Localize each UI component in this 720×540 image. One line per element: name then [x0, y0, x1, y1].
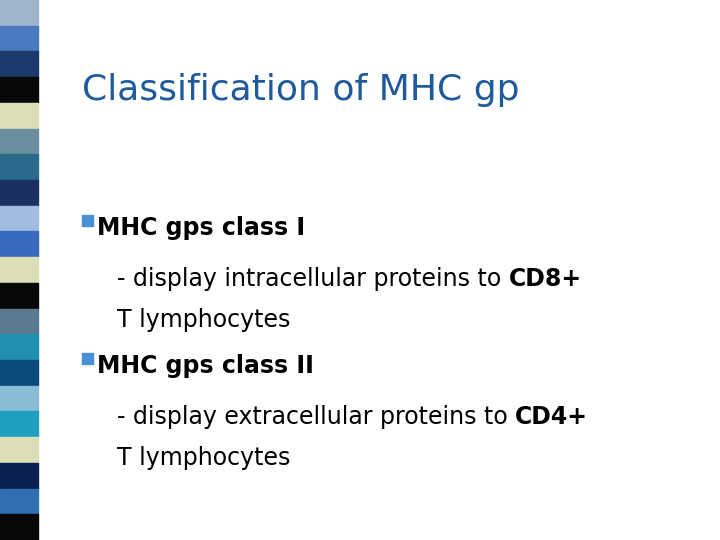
- Text: T lymphocytes: T lymphocytes: [102, 308, 290, 332]
- Text: MHC gps class I: MHC gps class I: [97, 216, 305, 240]
- Text: CD8+: CD8+: [509, 267, 582, 291]
- Text: - display intracellular proteins to: - display intracellular proteins to: [102, 267, 509, 291]
- Text: MHC gps class II: MHC gps class II: [97, 354, 314, 377]
- Text: CD4+: CD4+: [516, 405, 588, 429]
- Text: - display extracellular proteins to: - display extracellular proteins to: [102, 405, 516, 429]
- Text: T lymphocytes: T lymphocytes: [102, 446, 290, 469]
- Text: Classification of MHC gp: Classification of MHC gp: [82, 73, 520, 107]
